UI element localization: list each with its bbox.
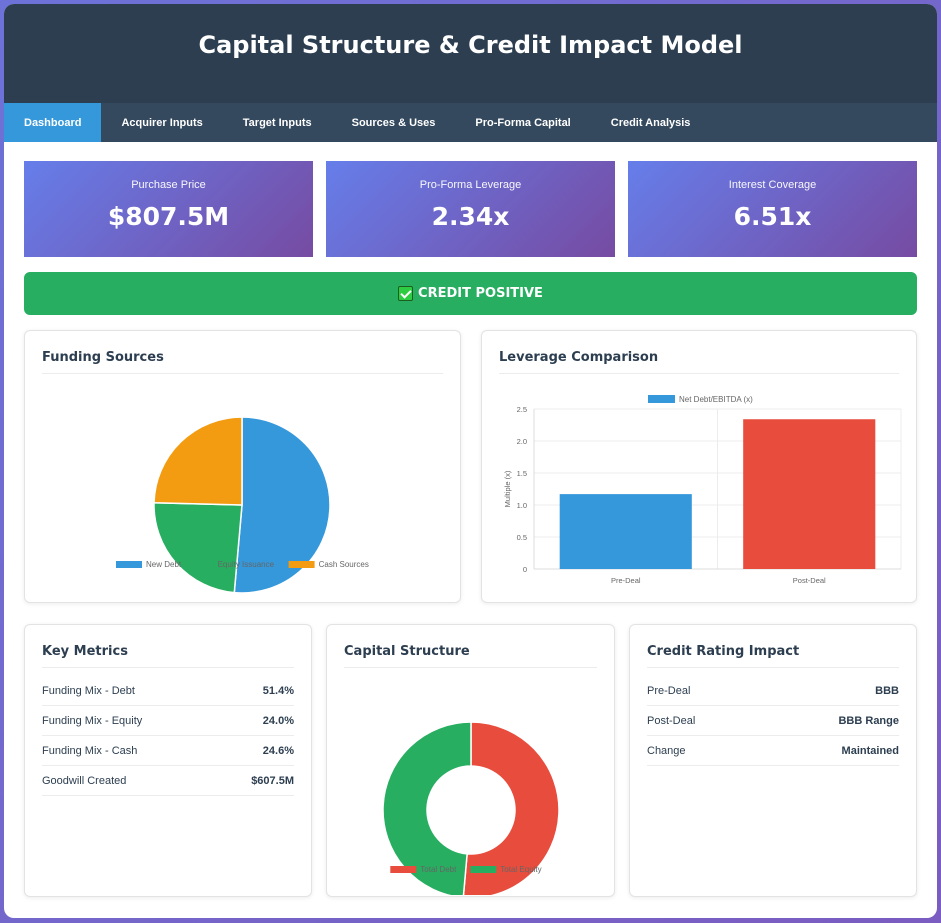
rating-label: Post-Deal bbox=[647, 715, 696, 727]
rating-value: BBB Range bbox=[838, 715, 899, 727]
slice-equity-issuance bbox=[153, 502, 243, 594]
rating-label: Pre-Deal bbox=[647, 685, 691, 697]
y-tick-label: 2.0 bbox=[517, 437, 527, 446]
y-axis-label: Multiple (x) bbox=[503, 470, 512, 507]
slice-total-equity bbox=[382, 721, 472, 895]
key-metrics-card: Key Metrics Funding Mix - Debt 51.4% Fun… bbox=[24, 624, 312, 897]
card-title: Capital Structure bbox=[344, 644, 597, 668]
funding-sources-card: Funding Sources New Debt Equity Issuance C… bbox=[24, 330, 461, 603]
rating-row: Post-Deal BBB Range bbox=[647, 706, 899, 736]
legend-label-new-debt: New Debt bbox=[146, 560, 182, 569]
rating-row: Change Maintained bbox=[647, 736, 899, 766]
credit-status-banner: CREDIT POSITIVE bbox=[24, 272, 917, 315]
leverage-comparison-chart: Net Debt/EBITDA (x) 0 0.5 1.0 1.5 2.0 2.5 Pre-D… bbox=[503, 395, 902, 585]
metric-row: Funding Mix - Cash 24.6% bbox=[42, 736, 294, 766]
metric-label: Funding Mix - Cash bbox=[42, 745, 138, 757]
app-window: Capital Structure & Credit Impact Model … bbox=[4, 4, 937, 918]
y-tick-label: 0 bbox=[523, 565, 527, 574]
capital-structure-card: Capital Structure Total Debt Total Equity bbox=[326, 624, 615, 897]
legend-label-total-debt: Total Debt bbox=[420, 865, 457, 874]
metric-value: 24.0% bbox=[262, 715, 294, 727]
rating-value: Maintained bbox=[841, 745, 899, 757]
funding-sources-chart: New Debt Equity Issuance Cash Sources bbox=[116, 416, 369, 594]
tab-bar: Dashboard Acquirer Inputs Target Inputs … bbox=[4, 103, 937, 142]
tab-target-inputs[interactable]: Target Inputs bbox=[242, 116, 312, 129]
tab-acquirer-inputs[interactable]: Acquirer Inputs bbox=[121, 116, 203, 129]
tab-credit-analysis[interactable]: Credit Analysis bbox=[610, 116, 691, 129]
legend-label-series: Net Debt/EBITDA (x) bbox=[679, 395, 753, 404]
metric-label: Funding Mix - Debt bbox=[42, 685, 135, 697]
metric-value: 24.6% bbox=[262, 745, 294, 757]
metric-value: $607.5M bbox=[251, 775, 294, 787]
legend-swatch-equity-issuance bbox=[187, 561, 214, 568]
slice-total-debt bbox=[462, 721, 560, 895]
y-tick-label: 1.5 bbox=[517, 469, 527, 478]
bar-post-deal bbox=[743, 419, 876, 569]
metric-label: Goodwill Created bbox=[42, 775, 127, 787]
legend-label-cash-sources: Cash Sources bbox=[319, 560, 369, 569]
card-title: Credit Rating Impact bbox=[647, 644, 899, 668]
y-tick-label: 1.0 bbox=[517, 501, 527, 510]
metrics-list: Funding Mix - Debt 51.4% Funding Mix - E… bbox=[25, 676, 311, 796]
check-icon bbox=[398, 286, 414, 301]
y-tick-label: 2.5 bbox=[517, 405, 527, 414]
rating-list: Pre-Deal BBB Post-Deal BBB Range Change … bbox=[630, 676, 916, 766]
legend-swatch-new-debt bbox=[116, 561, 142, 568]
credit-status-text: CREDIT POSITIVE bbox=[418, 286, 543, 301]
kpi-label: Purchase Price bbox=[131, 179, 206, 191]
y-tick-label: 0.5 bbox=[517, 533, 527, 542]
app-header: Capital Structure & Credit Impact Model bbox=[4, 4, 937, 103]
kpi-label: Interest Coverage bbox=[728, 179, 817, 191]
metric-row: Funding Mix - Debt 51.4% bbox=[42, 676, 294, 706]
card-title: Leverage Comparison bbox=[499, 350, 899, 374]
rating-label: Change bbox=[647, 745, 686, 757]
legend-swatch-total-debt bbox=[390, 866, 417, 873]
metric-row: Goodwill Created $607.5M bbox=[42, 766, 294, 796]
kpi-value: 6.51x bbox=[733, 202, 812, 231]
kpi-interest-coverage: Interest Coverage 6.51x bbox=[628, 161, 917, 257]
capital-structure-chart: Total Debt Total Equity bbox=[382, 721, 560, 895]
legend-swatch-cash-sources bbox=[288, 561, 315, 568]
tab-dashboard[interactable]: Dashboard bbox=[4, 103, 102, 142]
slice-new-debt bbox=[233, 416, 331, 594]
x-tick-label: Post-Deal bbox=[793, 576, 826, 585]
legend-label-equity-issuance: Equity Issuance bbox=[218, 560, 275, 569]
kpi-value: 2.34x bbox=[431, 202, 510, 231]
slice-cash-sources bbox=[153, 416, 243, 506]
kpi-pro-forma-leverage: Pro-Forma Leverage 2.34x bbox=[326, 161, 615, 257]
x-tick-label: Pre-Deal bbox=[611, 576, 641, 585]
kpi-purchase-price: Purchase Price $807.5M bbox=[24, 161, 313, 257]
rating-row: Pre-Deal BBB bbox=[647, 676, 899, 706]
kpi-label: Pro-Forma Leverage bbox=[419, 179, 522, 191]
card-title: Key Metrics bbox=[42, 644, 294, 668]
kpi-value: $807.5M bbox=[107, 202, 230, 231]
metric-row: Funding Mix - Equity 24.0% bbox=[42, 706, 294, 736]
leverage-comparison-card: Leverage Comparison Net Debt/EBITDA (x) 0… bbox=[481, 330, 917, 603]
tab-pro-forma-capital[interactable]: Pro-Forma Capital bbox=[475, 116, 571, 129]
card-title: Funding Sources bbox=[42, 350, 443, 374]
tab-sources-uses[interactable]: Sources & Uses bbox=[351, 116, 436, 129]
credit-rating-card: Credit Rating Impact Pre-Deal BBB Post-D… bbox=[629, 624, 917, 897]
legend-swatch-total-equity bbox=[470, 866, 497, 873]
rating-value: BBB bbox=[875, 685, 899, 697]
bar-pre-deal bbox=[559, 494, 692, 569]
metric-value: 51.4% bbox=[262, 685, 294, 697]
metric-label: Funding Mix - Equity bbox=[42, 715, 143, 727]
page-title: Capital Structure & Credit Impact Model bbox=[198, 30, 743, 59]
legend-swatch-net-debt-ebitda-x bbox=[648, 395, 675, 403]
legend-label-total-equity: Total Equity bbox=[500, 865, 541, 874]
